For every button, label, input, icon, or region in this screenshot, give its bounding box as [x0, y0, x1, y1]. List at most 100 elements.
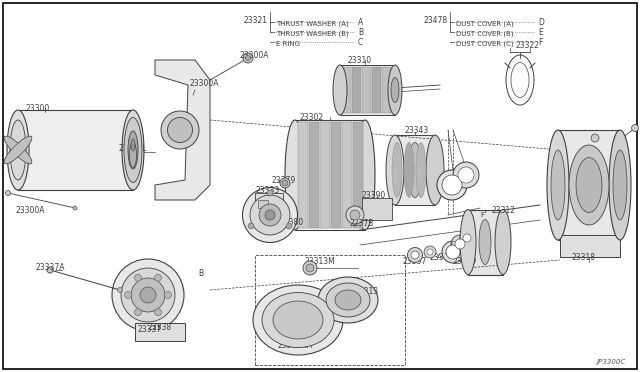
Text: 23379: 23379: [272, 176, 296, 185]
Text: DUST COVER (B): DUST COVER (B): [456, 31, 514, 37]
Ellipse shape: [391, 77, 399, 103]
Text: 23383NA: 23383NA: [278, 340, 313, 350]
Text: DUST COVER (A): DUST COVER (A): [456, 21, 514, 27]
Text: E RING: E RING: [276, 41, 300, 47]
Text: 23383N: 23383N: [430, 253, 460, 263]
Bar: [362, 198, 392, 220]
Text: C: C: [451, 241, 456, 247]
Text: 23300A: 23300A: [15, 205, 45, 215]
Ellipse shape: [273, 301, 323, 339]
Ellipse shape: [131, 141, 136, 159]
Ellipse shape: [121, 268, 175, 322]
Ellipse shape: [128, 131, 138, 169]
Ellipse shape: [460, 231, 474, 245]
Ellipse shape: [253, 285, 343, 355]
Ellipse shape: [164, 292, 172, 298]
Text: F: F: [480, 212, 484, 218]
Ellipse shape: [306, 264, 314, 272]
Text: E: E: [538, 28, 543, 36]
Ellipse shape: [262, 292, 334, 347]
Ellipse shape: [416, 142, 426, 198]
Text: 23478: 23478: [424, 16, 448, 25]
Bar: [395, 135, 435, 205]
Bar: [372, 67, 381, 113]
Text: B: B: [198, 269, 203, 278]
Ellipse shape: [6, 190, 10, 196]
Ellipse shape: [463, 234, 471, 242]
Ellipse shape: [131, 139, 135, 151]
Text: F: F: [538, 38, 542, 46]
Bar: [560, 235, 620, 257]
Ellipse shape: [632, 125, 639, 131]
Ellipse shape: [4, 136, 32, 164]
Bar: [258, 200, 268, 208]
Ellipse shape: [280, 178, 290, 188]
Text: 23318: 23318: [572, 253, 596, 263]
Ellipse shape: [609, 130, 631, 240]
Bar: [331, 122, 341, 228]
Bar: [135, 323, 185, 341]
Text: 23380: 23380: [280, 218, 304, 227]
Ellipse shape: [408, 142, 422, 198]
Ellipse shape: [426, 135, 444, 205]
Ellipse shape: [4, 136, 32, 164]
Ellipse shape: [140, 287, 156, 303]
Ellipse shape: [437, 170, 467, 200]
Bar: [352, 67, 361, 113]
Text: 23310: 23310: [348, 55, 372, 64]
Text: C: C: [358, 38, 364, 46]
Text: 23313: 23313: [355, 288, 379, 296]
Bar: [255, 193, 283, 211]
Text: D: D: [538, 17, 544, 26]
Text: 23337A: 23337A: [35, 263, 65, 273]
Ellipse shape: [576, 157, 602, 212]
Ellipse shape: [73, 206, 77, 210]
Bar: [382, 67, 391, 113]
Text: 23333: 23333: [255, 186, 279, 195]
Ellipse shape: [47, 267, 53, 273]
Text: B: B: [358, 28, 363, 36]
Text: JP3300C: JP3300C: [596, 359, 625, 365]
Ellipse shape: [613, 150, 627, 220]
Text: 23302: 23302: [300, 112, 324, 122]
Ellipse shape: [246, 55, 250, 61]
Ellipse shape: [388, 65, 402, 115]
Ellipse shape: [326, 283, 370, 317]
Bar: [309, 122, 319, 228]
Ellipse shape: [154, 274, 161, 281]
Text: 23300A: 23300A: [190, 78, 220, 87]
Ellipse shape: [4, 136, 32, 164]
Ellipse shape: [129, 142, 136, 167]
Text: 23300A: 23300A: [240, 51, 269, 60]
Ellipse shape: [259, 204, 281, 226]
Ellipse shape: [551, 150, 565, 220]
Ellipse shape: [134, 274, 141, 281]
Text: 23300: 23300: [25, 103, 49, 112]
Text: A: A: [445, 249, 450, 255]
Ellipse shape: [248, 223, 254, 229]
Ellipse shape: [495, 209, 511, 275]
Ellipse shape: [460, 209, 476, 275]
Ellipse shape: [286, 223, 292, 229]
Text: 2237B: 2237B: [350, 218, 374, 228]
Ellipse shape: [125, 292, 131, 298]
Text: E: E: [462, 169, 467, 175]
Ellipse shape: [335, 290, 361, 310]
Bar: [255, 255, 405, 365]
Text: 23319: 23319: [453, 257, 477, 266]
Polygon shape: [155, 60, 210, 200]
Text: A: A: [437, 254, 442, 260]
Ellipse shape: [333, 65, 347, 115]
Ellipse shape: [134, 309, 141, 316]
Ellipse shape: [479, 219, 491, 264]
Ellipse shape: [569, 145, 609, 225]
Ellipse shape: [303, 261, 317, 275]
Ellipse shape: [458, 167, 474, 183]
Ellipse shape: [442, 241, 464, 263]
Ellipse shape: [168, 118, 193, 142]
Ellipse shape: [392, 142, 402, 198]
Ellipse shape: [451, 235, 469, 253]
Text: 23390: 23390: [362, 190, 387, 199]
Bar: [362, 67, 371, 113]
Ellipse shape: [355, 120, 375, 230]
